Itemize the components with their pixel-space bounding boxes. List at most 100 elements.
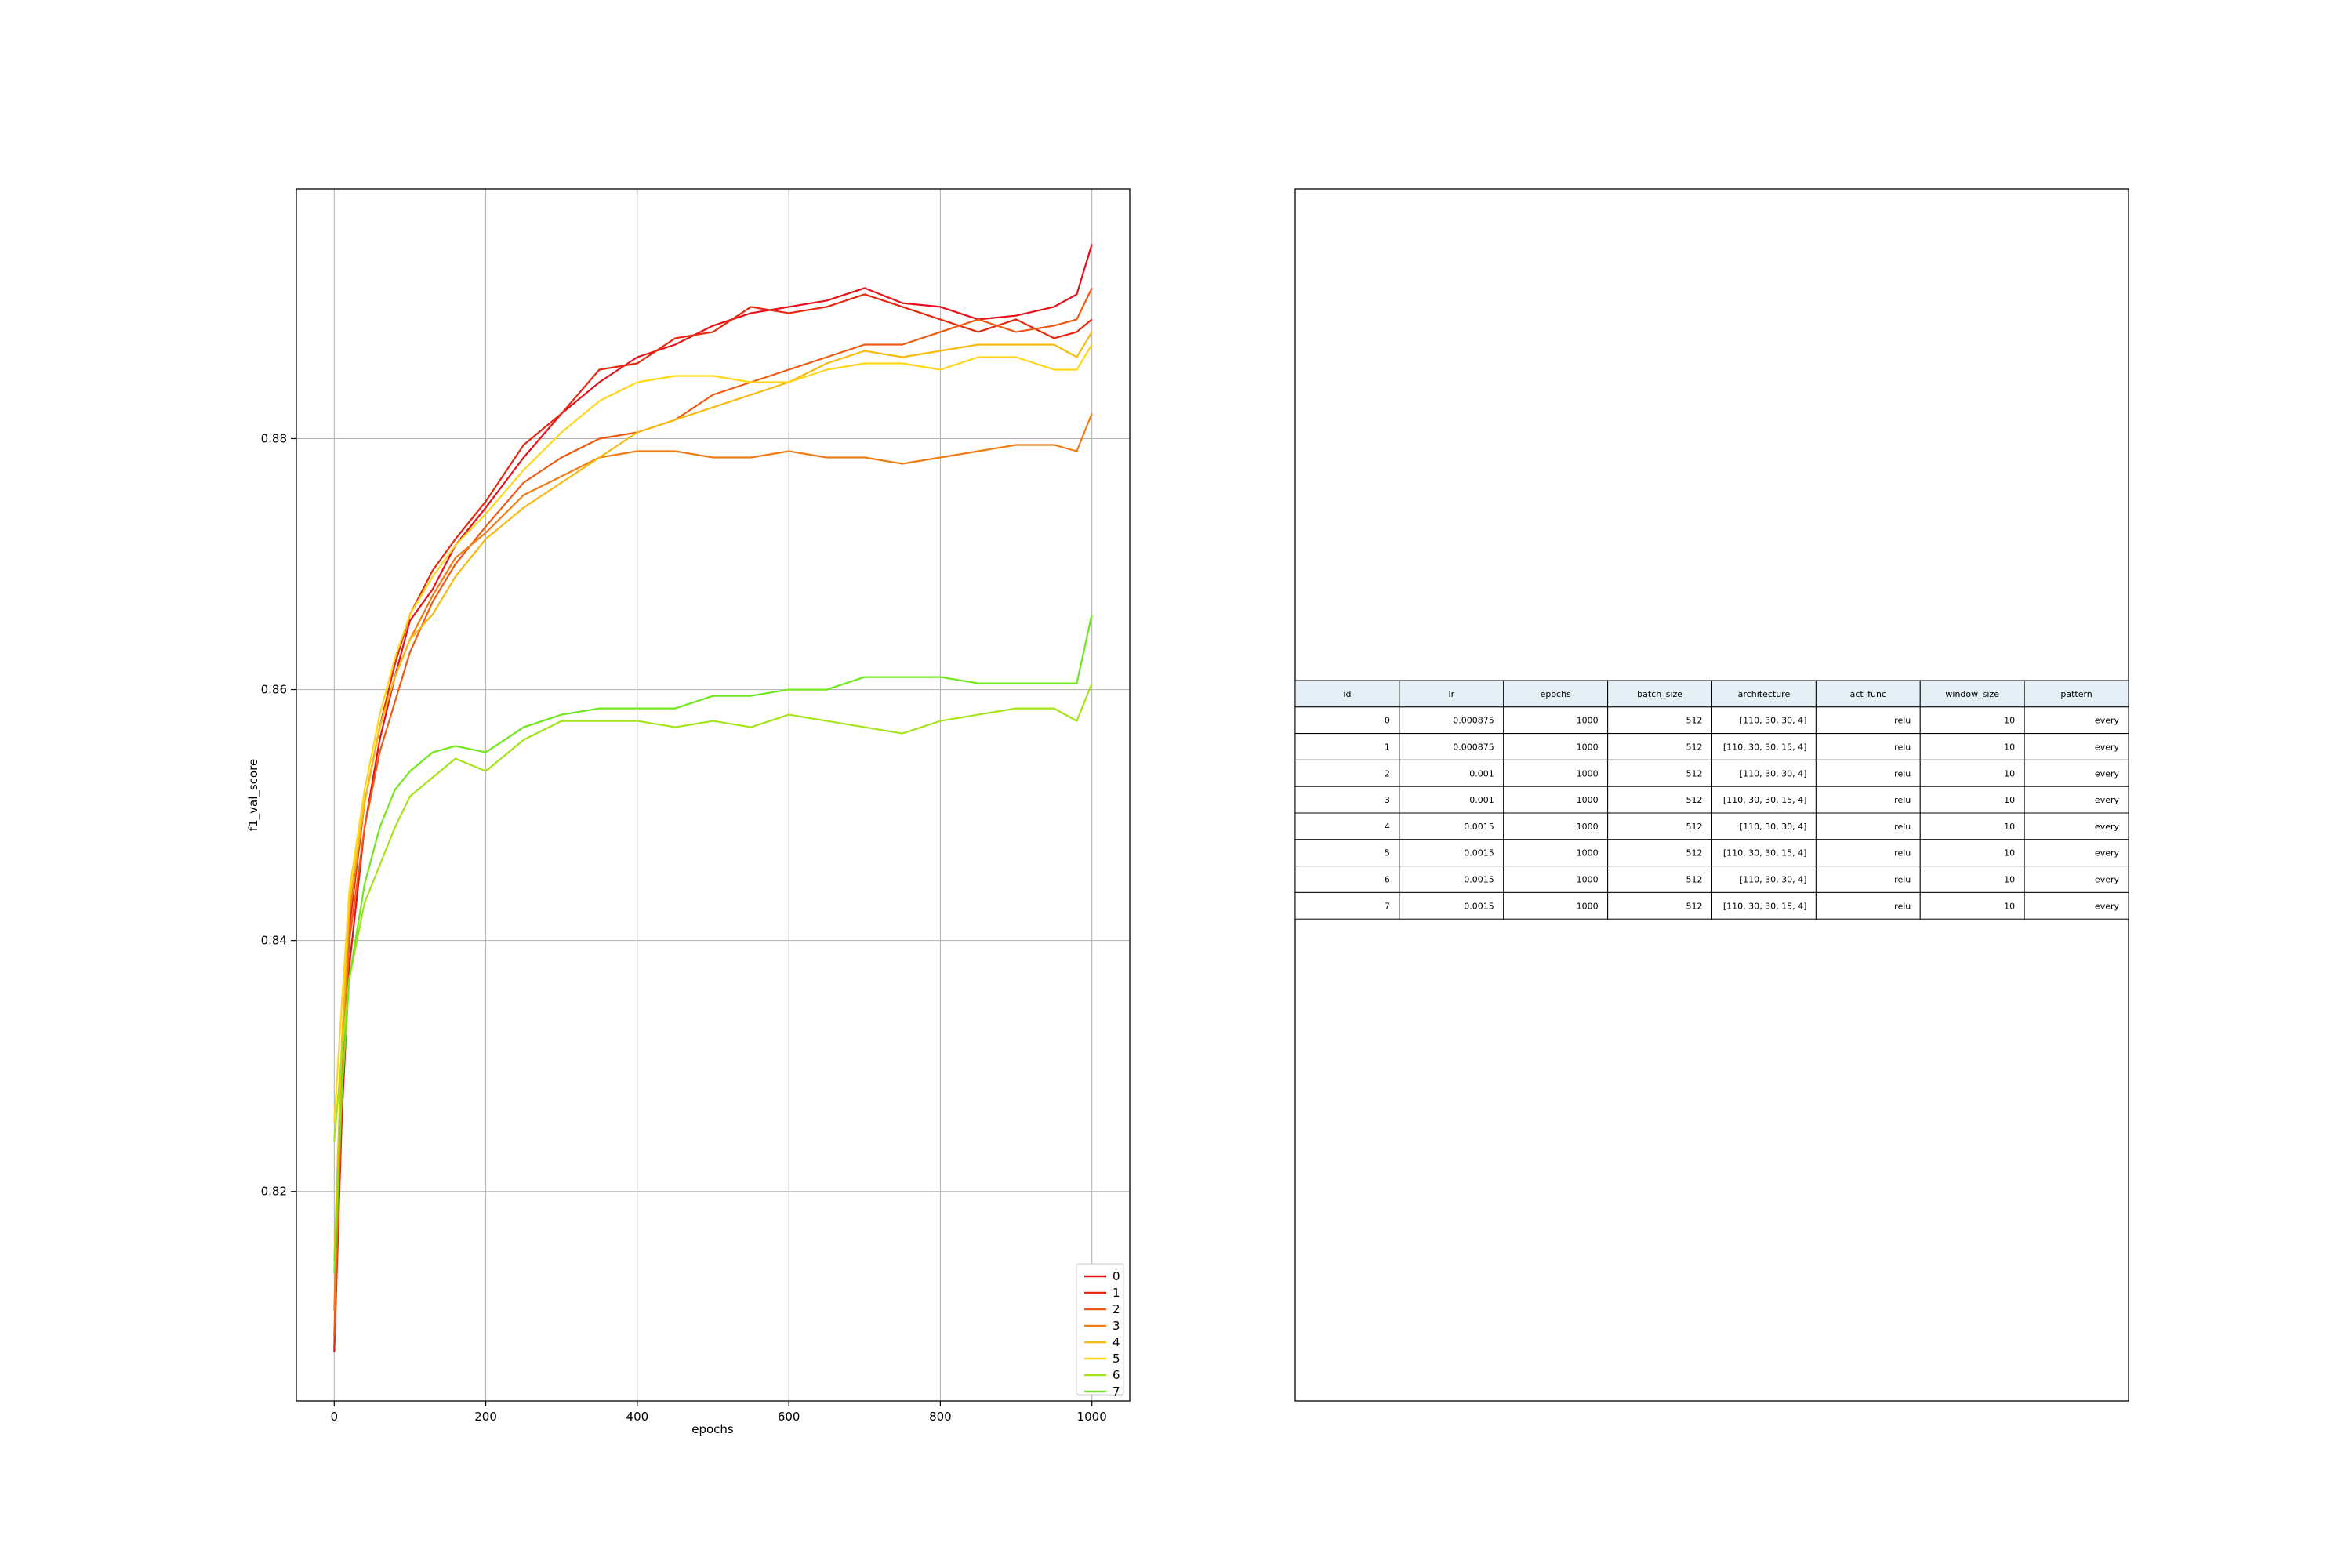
y-axis-ticks: 0.82 0.84 0.86 0.88: [261, 431, 296, 1199]
x-tick-label: 1000: [1077, 1410, 1107, 1424]
table-cell-text: 1000: [1577, 875, 1599, 885]
table-cell-text: 1000: [1577, 822, 1599, 832]
table-cell: [1607, 891, 1712, 920]
legend: 0 1 2 3 4 5 6 7: [1076, 1263, 1124, 1399]
column-header-batch_size: batch_size: [1637, 689, 1682, 699]
parameters-table: id lr epochs batch_size architecture act_func…: [1294, 680, 2129, 920]
table-cell-text: 0.000875: [1453, 716, 1494, 726]
table-cell: [1919, 839, 2025, 867]
table-cell: [1711, 733, 1817, 760]
series-line-1: [333, 293, 1093, 1348]
table-cell: [1711, 812, 1817, 840]
table-cell-text: relu: [1894, 768, 1911, 779]
table-cell-text: 10: [2004, 822, 2015, 832]
legend-label-1: 1: [1112, 1286, 1120, 1300]
column-header-architecture: architecture: [1738, 689, 1791, 699]
table-cell-text: 0.001: [1469, 795, 1494, 805]
table-cell: [2024, 706, 2129, 735]
plot-frame: [296, 188, 1131, 1402]
table-cell: [2024, 759, 2129, 787]
table-cell-text: [110, 30, 30, 4]: [1740, 768, 1807, 779]
table-cell-text: 3: [1385, 795, 1390, 805]
table-cell-text: 1: [1385, 742, 1390, 753]
table-cell-text: [110, 30, 30, 4]: [1740, 875, 1807, 885]
table-cell-text: 0: [1385, 716, 1390, 726]
plot-area: [296, 189, 1130, 1401]
y-axis-label: f1_val_score: [246, 759, 261, 831]
header-cell: [1503, 680, 1609, 708]
series-line-4: [333, 331, 1093, 1261]
table-cell: [1919, 759, 2025, 787]
table-cell: [1919, 786, 2025, 814]
gridlines: [296, 189, 1130, 1401]
table-cell-text: 1000: [1577, 768, 1599, 779]
table-cell: [2024, 812, 2129, 840]
table-cell-text: relu: [1894, 875, 1911, 885]
table-cell-text: relu: [1894, 848, 1911, 858]
x-tick-label: 200: [474, 1410, 497, 1424]
column-header-epochs: epochs: [1541, 689, 1571, 699]
table-cell-text: every: [2095, 795, 2120, 805]
table-cell: [1815, 786, 1921, 814]
table-cell-text: 0.001: [1469, 768, 1494, 779]
legend-box: [1076, 1263, 1124, 1396]
table-cell-text: 10: [2004, 795, 2015, 805]
legend-label-2: 2: [1112, 1302, 1120, 1316]
table-cell-text: 10: [2004, 848, 2015, 858]
table-cell: [1711, 759, 1817, 787]
header-cell: [1919, 680, 2025, 708]
table-cell-text: 1000: [1577, 901, 1599, 911]
table-cell-text: every: [2095, 768, 2120, 779]
header-cell: [2024, 680, 2129, 708]
x-tick-label: 0: [331, 1410, 339, 1424]
table-cell-text: 512: [1686, 795, 1703, 805]
table-cell-text: every: [2095, 822, 2120, 832]
header-cell: [1607, 680, 1712, 708]
table-cell-text: 10: [2004, 742, 2015, 753]
table-cell-text: 512: [1686, 742, 1703, 753]
header-cell: [1815, 680, 1921, 708]
table-cell: [2024, 839, 2129, 867]
table-cell: [1294, 733, 1400, 760]
legend-label-5: 5: [1112, 1352, 1120, 1366]
table-cell: [1503, 812, 1609, 840]
table-cell: [1503, 866, 1609, 893]
table-cell: [1399, 786, 1504, 814]
table-cell-text: 0.0015: [1464, 901, 1494, 911]
table-cell-text: 0.0015: [1464, 822, 1494, 832]
table-cell-text: 2: [1385, 768, 1390, 779]
table-cell: [1294, 812, 1400, 840]
series-line-5: [333, 343, 1093, 1123]
table-cell-text: every: [2095, 901, 2120, 911]
table-cell-text: [110, 30, 30, 15, 4]: [1723, 848, 1807, 858]
table-cell-text: 10: [2004, 875, 2015, 885]
table-panel: id lr epochs batch_size architecture act_func…: [1294, 188, 2129, 1402]
table-cell-text: relu: [1894, 716, 1911, 726]
table-cell-text: 7: [1385, 901, 1390, 911]
table-cell-text: 10: [2004, 901, 2015, 911]
table-cell: [1294, 706, 1400, 735]
table-cell-text: 1000: [1577, 716, 1599, 726]
table-cell-text: 10: [2004, 716, 2015, 726]
x-tick-label: 600: [778, 1410, 800, 1424]
column-header-pattern: pattern: [2060, 689, 2092, 699]
table-cell: [2024, 891, 2129, 920]
table-cell-text: [110, 30, 30, 15, 4]: [1723, 742, 1807, 753]
table-cell: [2024, 733, 2129, 760]
table-cell: [1919, 812, 2025, 840]
series-line-0: [333, 244, 1093, 1352]
legend-label-7: 7: [1112, 1385, 1120, 1399]
table-cell: [1503, 759, 1609, 787]
table-cell: [1711, 839, 1817, 867]
table-cell-text: [110, 30, 30, 15, 4]: [1723, 901, 1807, 911]
table-cell-text: 1000: [1577, 848, 1599, 858]
table-cell-text: 512: [1686, 716, 1703, 726]
table-cell-text: 4: [1385, 822, 1390, 832]
table-cell: [1607, 706, 1712, 735]
table-cell-text: every: [2095, 742, 2120, 753]
y-tick-label: 0.82: [261, 1185, 287, 1199]
table-cell: [1815, 812, 1921, 840]
table-cell-text: 0.000875: [1453, 742, 1494, 753]
table-cell-text: [110, 30, 30, 4]: [1740, 822, 1807, 832]
